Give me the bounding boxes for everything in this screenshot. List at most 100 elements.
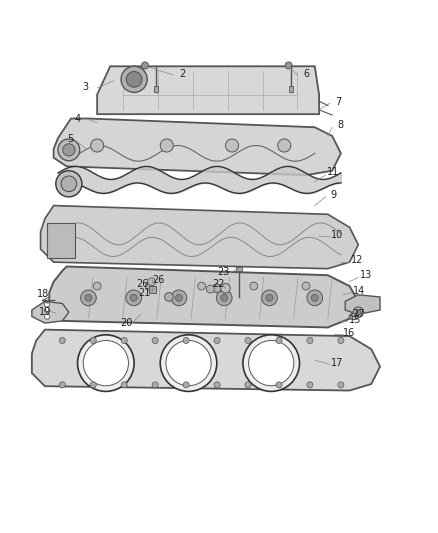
Circle shape (307, 337, 313, 344)
Circle shape (221, 294, 228, 301)
Circle shape (121, 382, 127, 388)
Circle shape (121, 66, 147, 92)
Circle shape (59, 382, 65, 388)
Circle shape (198, 282, 205, 290)
Circle shape (266, 294, 273, 301)
Circle shape (307, 290, 322, 305)
Circle shape (216, 290, 232, 305)
Bar (236, 266, 242, 271)
Circle shape (45, 314, 49, 319)
Circle shape (90, 337, 96, 344)
Text: 8: 8 (337, 120, 343, 131)
Circle shape (78, 335, 134, 391)
Circle shape (278, 139, 291, 152)
Circle shape (59, 337, 65, 344)
Circle shape (245, 337, 251, 344)
Polygon shape (345, 295, 380, 314)
Text: 22: 22 (213, 279, 225, 289)
Text: 11: 11 (327, 167, 339, 177)
Circle shape (221, 284, 230, 293)
Circle shape (245, 382, 251, 388)
Text: 15: 15 (349, 314, 361, 325)
Polygon shape (97, 66, 319, 114)
Circle shape (160, 335, 217, 391)
Text: 3: 3 (82, 82, 88, 92)
Text: 10: 10 (331, 230, 343, 240)
Circle shape (121, 337, 127, 344)
Circle shape (338, 337, 344, 344)
Circle shape (58, 139, 80, 161)
Circle shape (214, 337, 220, 344)
Circle shape (45, 302, 49, 307)
Circle shape (130, 294, 137, 301)
Bar (47, 223, 75, 258)
Text: 23: 23 (217, 266, 230, 277)
Circle shape (261, 290, 277, 305)
Text: 14: 14 (353, 286, 365, 296)
Circle shape (93, 282, 101, 290)
Bar (149, 286, 156, 293)
Polygon shape (53, 118, 341, 175)
Text: 17: 17 (331, 358, 343, 368)
Text: 7: 7 (335, 98, 341, 108)
Circle shape (85, 294, 92, 301)
Circle shape (183, 337, 189, 344)
Circle shape (285, 62, 292, 69)
Circle shape (83, 341, 128, 386)
Circle shape (338, 382, 344, 388)
Circle shape (171, 290, 187, 305)
Text: 21: 21 (138, 288, 150, 297)
Circle shape (212, 284, 221, 293)
Polygon shape (41, 206, 358, 269)
Circle shape (276, 337, 282, 344)
Circle shape (243, 335, 300, 391)
Text: 18: 18 (37, 289, 49, 299)
Text: 5: 5 (67, 134, 73, 144)
Circle shape (214, 382, 220, 388)
Text: 9: 9 (330, 190, 336, 200)
Circle shape (63, 144, 75, 156)
Circle shape (56, 171, 82, 197)
Circle shape (90, 382, 96, 388)
Circle shape (176, 294, 183, 301)
Circle shape (250, 282, 258, 290)
Circle shape (183, 382, 189, 388)
Circle shape (249, 341, 294, 386)
Polygon shape (32, 329, 380, 391)
Circle shape (356, 310, 361, 315)
Text: 20: 20 (120, 318, 133, 328)
Circle shape (311, 294, 318, 301)
Circle shape (160, 139, 173, 152)
Circle shape (165, 293, 173, 301)
Text: 12: 12 (351, 255, 364, 265)
Circle shape (276, 382, 282, 388)
Bar (289, 86, 293, 92)
Circle shape (148, 278, 155, 286)
Circle shape (91, 139, 104, 152)
Text: 16: 16 (343, 328, 356, 337)
Text: 2: 2 (179, 69, 185, 79)
Circle shape (302, 282, 310, 290)
Text: 27: 27 (352, 309, 364, 319)
Circle shape (81, 290, 96, 305)
Text: 26: 26 (137, 279, 149, 289)
Circle shape (307, 382, 313, 388)
Circle shape (152, 382, 158, 388)
Circle shape (206, 285, 214, 293)
Circle shape (152, 337, 158, 344)
Circle shape (45, 308, 49, 313)
Bar (154, 86, 158, 92)
Text: 26: 26 (152, 274, 164, 285)
Circle shape (353, 307, 364, 318)
Circle shape (145, 282, 153, 290)
Circle shape (61, 176, 77, 192)
Circle shape (126, 71, 142, 87)
Ellipse shape (349, 313, 359, 320)
Text: 19: 19 (39, 307, 51, 317)
Text: 13: 13 (360, 270, 372, 280)
Circle shape (126, 290, 141, 305)
Circle shape (141, 62, 148, 69)
Text: 6: 6 (303, 69, 309, 79)
Circle shape (226, 139, 239, 152)
Text: 4: 4 (74, 114, 81, 124)
